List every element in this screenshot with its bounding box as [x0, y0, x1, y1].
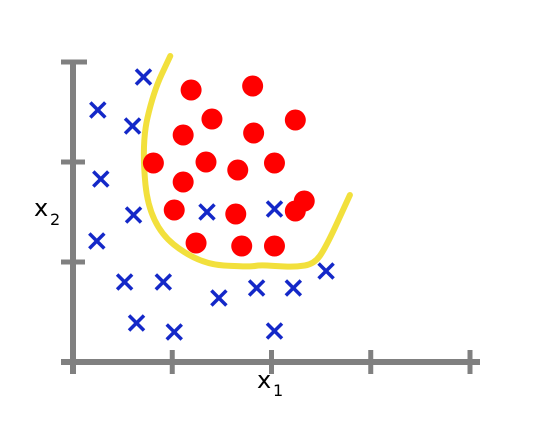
red-dot-marker — [231, 235, 253, 257]
cross-stroke — [134, 68, 153, 86]
red-dot-marker — [225, 203, 247, 225]
blue-cross-marker — [88, 232, 106, 250]
blue-cross-marker — [123, 117, 142, 135]
blue-cross-marker — [89, 101, 107, 119]
blue-cross-marker — [115, 273, 134, 291]
cross-stroke — [124, 206, 143, 224]
red-dot-marker — [227, 159, 249, 181]
decision-boundary-layer — [140, 53, 353, 270]
red-dot-marker — [172, 124, 194, 146]
y-axis-label: x — [34, 194, 48, 222]
red-dot-marker — [242, 75, 264, 97]
cross-stroke — [154, 273, 173, 291]
cross-stroke — [115, 273, 134, 291]
blue-cross-marker — [154, 273, 173, 291]
red-dot-marker — [263, 152, 285, 174]
red-dot-marker — [284, 109, 306, 131]
blue-cross-marker — [317, 262, 335, 280]
decision-boundary-curve — [140, 53, 353, 270]
cross-stroke — [88, 232, 106, 250]
dot-markers — [142, 75, 315, 257]
blue-cross-marker — [124, 206, 143, 224]
cross-stroke — [123, 117, 142, 135]
red-dot-marker — [263, 235, 285, 257]
blue-cross-marker — [247, 279, 266, 297]
y-axis-label-subscript: 2 — [50, 210, 60, 229]
cross-stroke — [317, 262, 335, 280]
cross-stroke — [198, 203, 216, 221]
red-dot-marker — [185, 232, 207, 254]
blue-cross-marker — [165, 323, 183, 341]
blue-cross-marker — [265, 322, 284, 340]
blue-cross-marker — [92, 170, 110, 188]
cross-stroke — [210, 289, 228, 307]
blue-cross-marker — [198, 203, 216, 221]
red-dot-marker — [180, 79, 202, 101]
cross-stroke — [265, 200, 284, 218]
cross-stroke — [127, 314, 146, 332]
red-dot-marker — [163, 199, 185, 221]
cross-stroke — [89, 101, 107, 119]
blue-cross-marker — [210, 289, 228, 307]
cross-stroke — [92, 170, 110, 188]
cross-stroke — [284, 279, 303, 297]
axis-labels: x 1 x 2 — [34, 194, 283, 400]
axes — [61, 59, 480, 374]
x-axis-label-subscript: 1 — [273, 381, 283, 400]
red-dot-marker — [142, 152, 164, 174]
blue-cross-marker — [134, 68, 153, 86]
red-dot-marker — [284, 200, 306, 222]
red-dot-marker — [195, 151, 217, 173]
cross-stroke — [265, 322, 284, 340]
red-dot-marker — [172, 171, 194, 193]
blue-cross-marker — [127, 314, 146, 332]
x-axis-label: x — [257, 366, 271, 394]
blue-cross-marker — [284, 279, 303, 297]
cross-stroke — [247, 279, 266, 297]
cross-stroke — [165, 323, 183, 341]
red-dot-marker — [201, 108, 223, 130]
red-dot-marker — [243, 122, 265, 144]
cross-markers — [88, 68, 335, 341]
blue-cross-marker — [265, 200, 284, 218]
